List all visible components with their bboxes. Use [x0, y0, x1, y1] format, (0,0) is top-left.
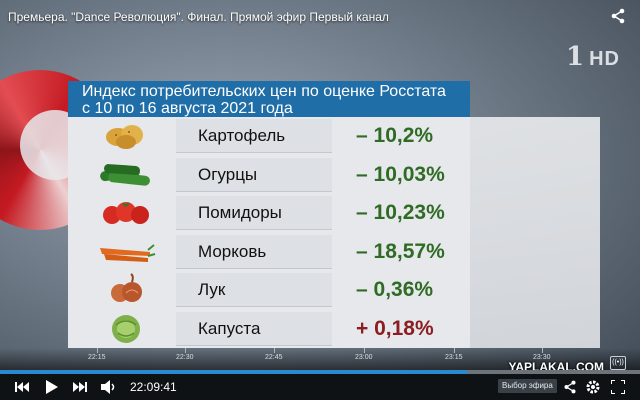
progress-fill: [0, 370, 468, 374]
row-value: – 18,57%: [356, 239, 445, 263]
tomato-icon: [76, 194, 176, 230]
row-name: Помидоры: [176, 196, 332, 230]
live-select-button[interactable]: Выбор эфира: [498, 379, 557, 393]
panel-title-line1: Индекс потребительских цен по оценке Рос…: [82, 83, 446, 100]
play-icon[interactable]: [44, 380, 60, 394]
row-name: Огурцы: [176, 157, 332, 192]
fullscreen-icon[interactable]: [610, 380, 626, 394]
video-title[interactable]: Премьера. "Dance Революция". Финал. Прям…: [8, 10, 389, 24]
volume-icon[interactable]: [100, 380, 118, 394]
cucumber-icon: [76, 156, 176, 192]
onion-icon: [76, 271, 176, 307]
next-icon[interactable]: [72, 380, 88, 394]
row-name: Картофель: [176, 119, 332, 153]
share-icon[interactable]: [610, 8, 626, 24]
gear-icon[interactable]: [585, 380, 601, 394]
cabbage-icon: [76, 310, 176, 346]
price-rows: Картофель – 10,2% Огурцы – 10,03%: [68, 117, 470, 348]
row-value: – 0,36%: [356, 278, 434, 301]
table-row: Огурцы – 10,03%: [68, 156, 470, 195]
timeline-tick: 23:15: [445, 354, 463, 361]
table-row: Помидоры – 10,23%: [68, 194, 470, 233]
panel-title-line2: с 10 по 16 августа 2021 года: [82, 100, 293, 117]
timeline-tick: 23:00: [355, 354, 373, 361]
carrot-icon: [76, 233, 176, 269]
player-controls: 22:09:41 Выбор эфира: [0, 374, 640, 400]
row-name: Капуста: [176, 311, 332, 346]
live-broadcast-icon[interactable]: ((•)): [610, 356, 626, 370]
current-time: 22:09:41: [130, 380, 177, 394]
potato-icon: [76, 117, 176, 153]
row-value: + 0,18%: [356, 316, 434, 340]
channel-logo-hd: HD: [589, 48, 620, 70]
row-name: Морковь: [176, 234, 332, 269]
row-name: Лук: [176, 273, 332, 307]
timeline-tick: 22:30: [176, 354, 194, 361]
table-row: Капуста + 0,18%: [68, 310, 470, 349]
previous-icon[interactable]: [14, 380, 30, 394]
row-value: – 10,2%: [356, 124, 434, 147]
background-panel: [470, 117, 600, 348]
row-value: – 10,03%: [356, 162, 445, 186]
table-row: Картофель – 10,2%: [68, 117, 470, 156]
progress-bar[interactable]: [0, 370, 640, 374]
table-row: Лук – 0,36%: [68, 271, 470, 310]
timeline-tick: 23:30: [533, 354, 551, 361]
timeline-tick: 22:15: [88, 354, 106, 361]
timeline-tick: 22:45: [265, 354, 283, 361]
table-row: Морковь – 18,57%: [68, 233, 470, 272]
price-index-panel: Индекс потребительских цен по оценке Рос…: [68, 81, 470, 348]
channel-logo: 1 HD: [566, 42, 620, 72]
channel-logo-number: 1: [566, 42, 586, 72]
row-value: – 10,23%: [356, 201, 445, 224]
panel-header: Индекс потребительских цен по оценке Рос…: [68, 81, 470, 117]
share-control-icon[interactable]: [562, 380, 578, 394]
epg-timeline[interactable]: 22:15 22:30 22:45 23:00 23:15 23:30: [0, 348, 640, 370]
